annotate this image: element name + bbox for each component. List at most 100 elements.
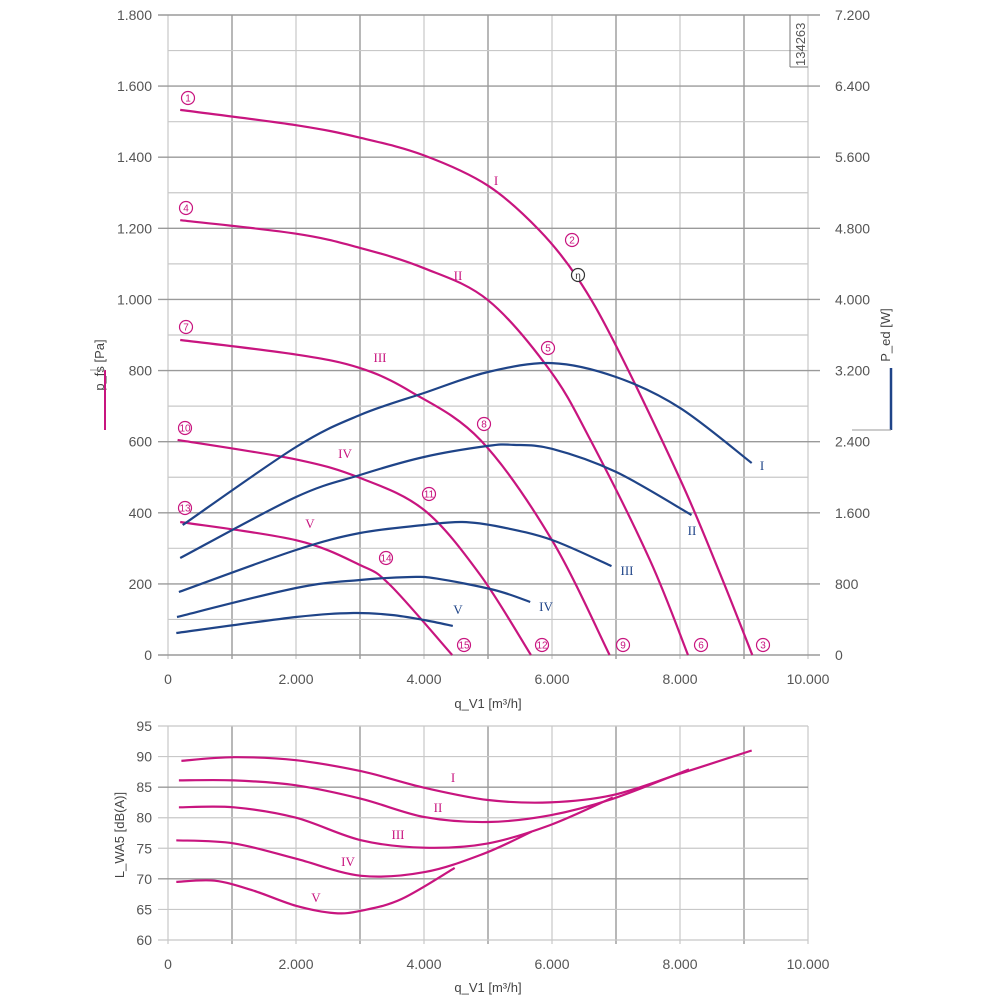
pressure-curve-II (180, 219, 690, 656)
noise-y-tick-label: 75 (136, 840, 152, 856)
y2-tick-label: 4.800 (835, 220, 870, 236)
power-curve-label: IV (539, 599, 553, 614)
svg-text:3: 3 (760, 641, 766, 652)
pressure-curves (177, 108, 754, 656)
operating-point-marker-5: 5 (540, 340, 556, 356)
pressure-chart-grid (158, 14, 820, 659)
y-tick-label: 1.800 (117, 7, 152, 23)
svg-text:14: 14 (380, 554, 392, 565)
efficiency-marker: η (570, 267, 586, 283)
y-tick-label: 0 (144, 647, 152, 663)
svg-text:6: 6 (698, 641, 704, 652)
noise-x-tick-label: 8.000 (662, 956, 697, 972)
noise-y-tick-label: 90 (136, 749, 152, 765)
noise-curve-label: III (392, 827, 405, 842)
y2-tick-label: 6.400 (835, 78, 870, 94)
x-tick-label: 0 (164, 671, 172, 687)
power-curve-label: II (688, 523, 697, 538)
pressure-curve-IV (177, 438, 532, 656)
operating-point-marker-14: 14 (378, 550, 394, 566)
noise-y-tick-label: 60 (136, 932, 152, 948)
y-tick-label: 1.000 (117, 291, 152, 307)
reference-box: 134263 (789, 15, 808, 68)
noise-x-tick-label: 4.000 (406, 956, 441, 972)
x-tick-label: 2.000 (278, 671, 313, 687)
y-tick-label: 1.400 (117, 149, 152, 165)
noise-y-tick-label: 65 (136, 901, 152, 917)
svg-text:15: 15 (458, 641, 470, 652)
pressure-curve-label: II (454, 268, 463, 283)
svg-text:13: 13 (179, 504, 191, 515)
pressure-curve-V (180, 520, 454, 656)
operating-point-marker-6: 6 (693, 637, 709, 653)
operating-point-marker-15: 15 (456, 637, 472, 653)
svg-text:12: 12 (536, 641, 548, 652)
x-tick-label: 8.000 (662, 671, 697, 687)
power-curve-II (179, 443, 693, 559)
power-curve-III (178, 520, 612, 594)
y-tick-label: 1.200 (117, 220, 152, 236)
operating-point-marker-3: 3 (755, 637, 771, 653)
power-curve-I (182, 361, 753, 526)
y2-tick-label: 4.000 (835, 291, 870, 307)
operating-point-marker-1: 1 (180, 90, 196, 106)
noise-curve-label: IV (341, 854, 355, 869)
noise-curve-I (181, 749, 753, 804)
noise-curve-label: I (451, 770, 455, 785)
y-tick-label: 200 (129, 576, 153, 592)
pressure-curve-III (180, 338, 611, 656)
pressure-curve-label: III (374, 350, 387, 365)
svg-text:η: η (575, 271, 581, 282)
y2-tick-label: 7.200 (835, 7, 870, 23)
curve-labels: IIIIIIIVVIIIIIIIVVIIIIIIIVV1234567891011… (177, 90, 771, 905)
noise-curve-III (178, 796, 614, 849)
y-axis-label-noise: L_WA5 [dB(A)] (112, 792, 127, 878)
svg-text:5: 5 (545, 344, 551, 355)
noise-x-tick-label: 2.000 (278, 956, 313, 972)
reference-number: 134263 (793, 23, 808, 66)
svg-text:4: 4 (183, 204, 189, 215)
svg-text:11: 11 (424, 490, 435, 501)
tick-labels: 02004006008001.0001.2001.4001.6001.80008… (117, 7, 870, 972)
power-curves (176, 361, 753, 635)
x-tick-label: 6.000 (534, 671, 569, 687)
pressure-curve-label: V (305, 516, 315, 531)
x-axis-label-bottom: q_V1 [m³/h] (454, 980, 521, 995)
y2-tick-label: 0 (835, 647, 843, 663)
noise-x-tick-label: 0 (164, 956, 172, 972)
y-tick-label: 800 (129, 363, 153, 379)
x-tick-label: 10.000 (787, 671, 830, 687)
y-tick-label: 400 (129, 505, 153, 521)
operating-point-marker-12: 12 (534, 637, 550, 653)
noise-y-tick-label: 80 (136, 810, 152, 826)
y-tick-label: 600 (129, 434, 153, 450)
y2-tick-label: 2.400 (835, 434, 870, 450)
operating-point-marker-13: 13 (177, 500, 193, 516)
power-curve-IV (176, 575, 531, 619)
power-curve-label: V (453, 602, 463, 617)
noise-curve-V (176, 866, 456, 915)
noise-x-tick-label: 10.000 (787, 956, 830, 972)
y-axis-label-pressure: p_fs [Pa] (92, 339, 107, 390)
x-tick-label: 4.000 (406, 671, 441, 687)
power-curve-label: I (760, 458, 764, 473)
pressure-curve-label: IV (338, 446, 352, 461)
operating-point-marker-8: 8 (476, 416, 492, 432)
svg-text:8: 8 (481, 420, 487, 431)
noise-y-tick-label: 95 (136, 718, 152, 734)
y-tick-label: 1.600 (117, 78, 152, 94)
svg-text:10: 10 (179, 424, 191, 435)
noise-curve-label: V (311, 890, 321, 905)
y2-tick-label: 1.600 (835, 505, 870, 521)
y2-tick-label: 5.600 (835, 149, 870, 165)
svg-text:1: 1 (185, 94, 191, 105)
noise-chart-grid (158, 725, 809, 944)
operating-point-marker-7: 7 (178, 319, 194, 335)
noise-curve-IV (176, 830, 532, 878)
noise-curves (176, 749, 753, 915)
y2-tick-label: 800 (835, 576, 859, 592)
y-axis-label-power: P_ed [W] (878, 308, 893, 361)
operating-point-marker-9: 9 (615, 637, 631, 653)
pressure-curve-I (180, 108, 754, 656)
